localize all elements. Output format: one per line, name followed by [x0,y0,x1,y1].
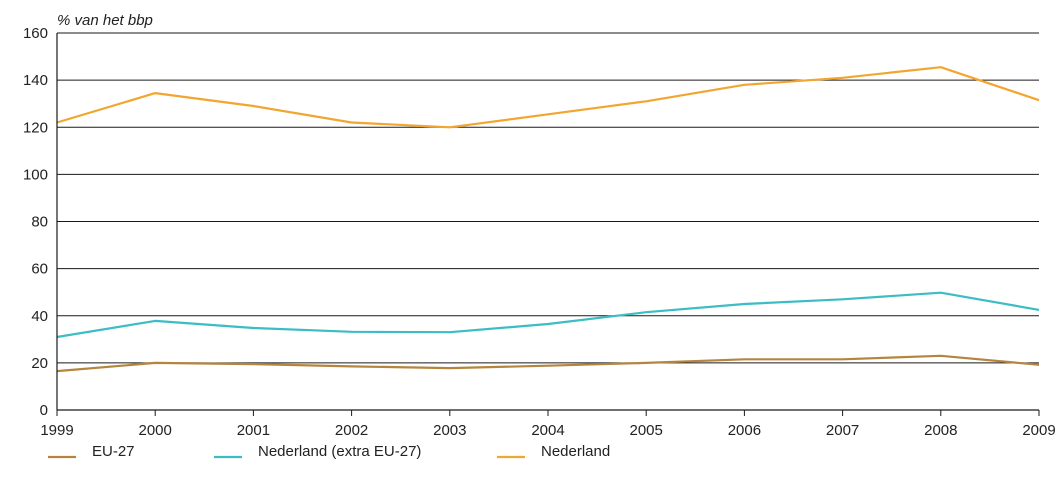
legend-label: Nederland (extra EU-27) [258,443,421,460]
series-lines [56,66,1040,373]
x-tick-label: 2009 [1022,422,1055,439]
legend-label: Nederland [541,443,610,460]
x-tick-label: 2004 [531,422,564,439]
x-tick-label: 2008 [924,422,957,439]
y-axis-label: % van het bbp [57,12,153,29]
y-tick-label: 140 [23,72,48,89]
y-tick-label: 80 [31,214,48,231]
grid [57,32,1039,364]
x-tick-label: 2002 [335,422,368,439]
x-tick-label: 1999 [40,422,73,439]
legend-label: EU-27 [92,443,135,460]
y-tick-label: 160 [23,25,48,42]
axes: 0 20 40 60 80 100 120 140 160 1999 2000 2001 2002 200… [23,25,1056,439]
x-tick-label: 2001 [237,422,270,439]
x-tick-label: 2006 [728,422,761,439]
x-tick-label: 2005 [630,422,663,439]
x-tick-label: 2000 [139,422,172,439]
legend: EU-27 Nederland (extra EU-27) Nederland [48,443,610,460]
series-line-eu-27 [56,354,1040,373]
x-tick-label: 2003 [433,422,466,439]
y-tick-label: 0 [40,402,48,419]
y-tick-label: 100 [23,166,48,183]
x-tick-label: 2007 [826,422,859,439]
y-tick-label: 20 [31,355,48,372]
y-tick-label: 60 [31,261,48,278]
series-line-nederland-extra-eu-27 [56,291,1040,339]
y-tick-label: 40 [31,308,48,325]
y-tick-label: 120 [23,119,48,136]
series-line-nederland [56,66,1040,129]
